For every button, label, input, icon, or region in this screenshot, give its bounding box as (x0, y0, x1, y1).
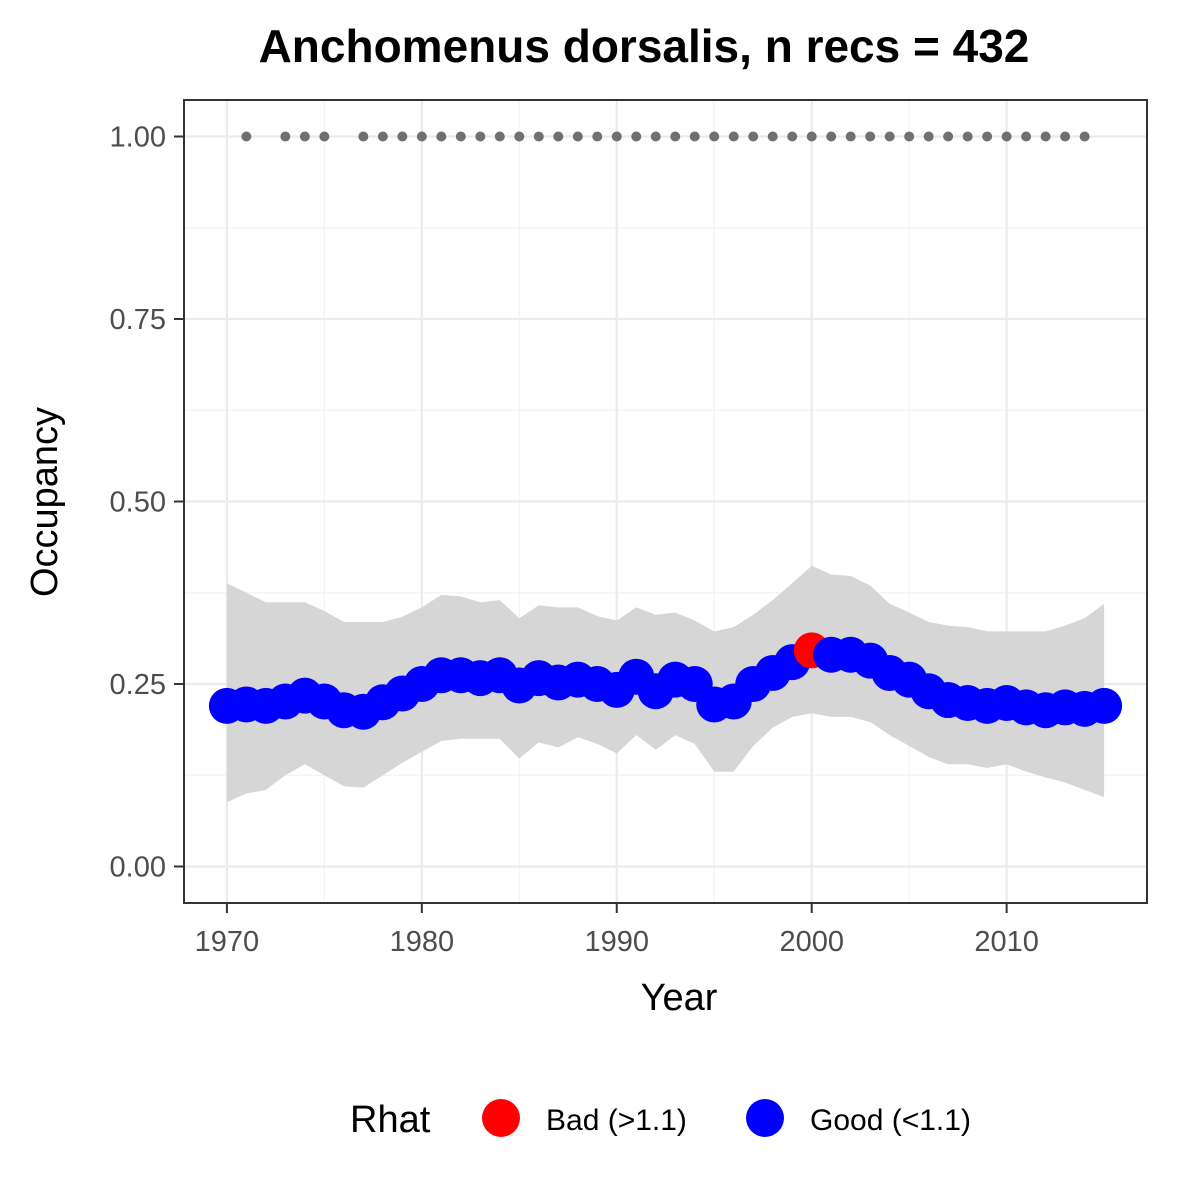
records-layer (241, 131, 1090, 142)
record-point (689, 131, 700, 142)
x-tick-label: 1990 (585, 926, 650, 958)
record-point (299, 131, 310, 142)
points-layer (208, 632, 1123, 730)
record-point (1021, 131, 1032, 142)
record-point (884, 131, 895, 142)
record-point (397, 131, 408, 142)
legend-key-good (746, 1099, 784, 1137)
record-point (377, 131, 388, 142)
record-point (982, 131, 993, 142)
record-point (767, 131, 778, 142)
legend-label-good: Good (<1.1) (810, 1104, 971, 1137)
y-tick-label: 0.50 (110, 487, 166, 519)
record-point (280, 131, 291, 142)
record-point (865, 131, 876, 142)
y-tick-label: 0.75 (110, 304, 166, 336)
record-point (572, 131, 583, 142)
record-point (748, 131, 759, 142)
record-point (455, 131, 466, 142)
y-tick-label: 0.25 (110, 669, 166, 701)
record-point (728, 131, 739, 142)
legend-label-bad: Bad (>1.1) (546, 1104, 687, 1137)
record-point (826, 131, 837, 142)
record-point (845, 131, 856, 142)
chart-title: Anchomenus dorsalis, n recs = 432 (259, 20, 1030, 72)
legend: Rhat Bad (>1.1) Good (<1.1) (350, 1099, 971, 1141)
record-point (1001, 131, 1012, 142)
record-point (475, 131, 486, 142)
ticks-layer: 1970 1980 1990 2000 2010 0.00 0.25 0.50 0.75 1.00 (110, 122, 1039, 959)
grid-layer (184, 100, 1147, 903)
record-point (923, 131, 934, 142)
record-point (436, 131, 447, 142)
record-point (611, 131, 622, 142)
record-point (787, 131, 798, 142)
record-point (514, 131, 525, 142)
record-point (241, 131, 252, 142)
record-point (904, 131, 915, 142)
record-point (416, 131, 427, 142)
x-tick-label: 2000 (779, 926, 844, 958)
x-axis-title: Year (641, 977, 718, 1019)
x-tick-label: 1980 (390, 926, 455, 958)
y-tick-label: 1.00 (110, 122, 166, 154)
record-point (1079, 131, 1090, 142)
occupancy-point (1086, 687, 1123, 724)
y-tick-label: 0.00 (110, 852, 166, 884)
record-point (709, 131, 720, 142)
x-tick-label: 1970 (195, 926, 260, 958)
x-tick-label: 2010 (974, 926, 1039, 958)
record-point (1040, 131, 1051, 142)
record-point (494, 131, 505, 142)
record-point (1060, 131, 1071, 142)
y-axis-title: Occupancy (24, 407, 66, 597)
record-point (670, 131, 681, 142)
record-point (553, 131, 564, 142)
record-point (943, 131, 954, 142)
legend-key-bad (482, 1099, 520, 1137)
record-point (533, 131, 544, 142)
record-point (631, 131, 642, 142)
record-point (650, 131, 661, 142)
record-point (806, 131, 817, 142)
record-point (358, 131, 369, 142)
legend-title: Rhat (350, 1099, 431, 1141)
record-point (319, 131, 330, 142)
record-point (962, 131, 973, 142)
record-point (592, 131, 603, 142)
